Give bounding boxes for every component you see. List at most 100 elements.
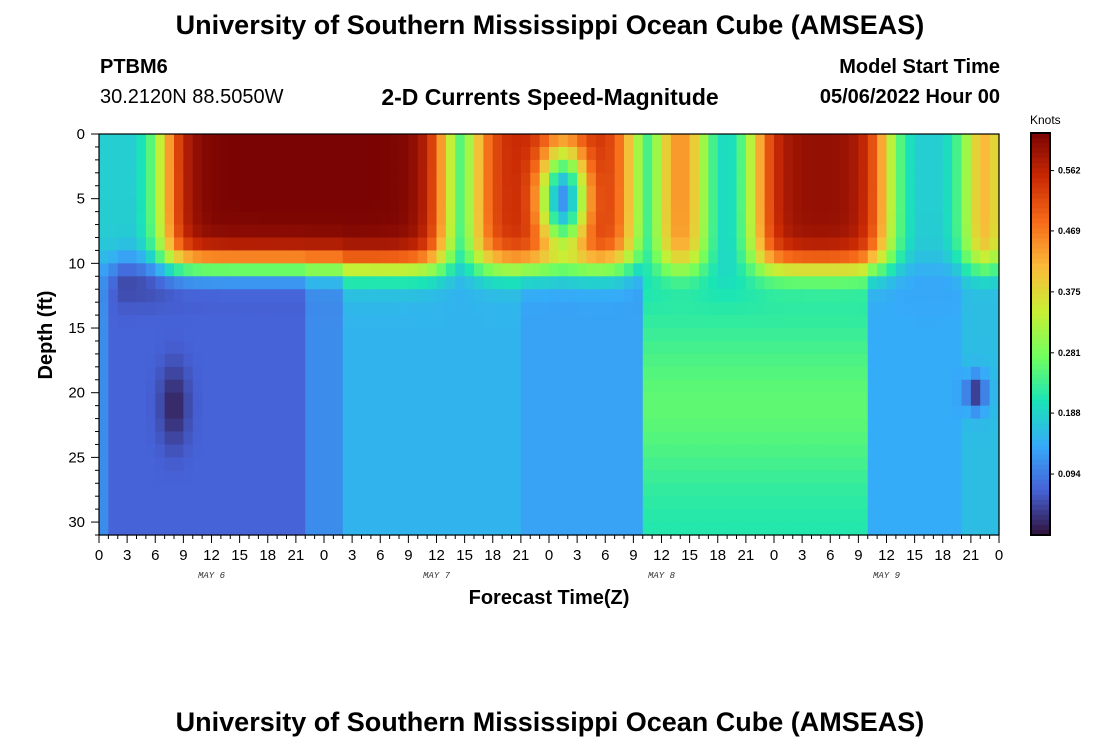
heatmap-cell <box>164 159 175 174</box>
heatmap-cell <box>802 470 813 484</box>
heatmap-cell <box>567 522 578 536</box>
heatmap-cell <box>277 470 288 484</box>
heatmap-cell <box>586 444 597 458</box>
heatmap-cell <box>680 483 691 497</box>
heatmap-cell <box>811 134 822 148</box>
heatmap-cell <box>492 379 503 394</box>
heatmap-cell <box>286 263 297 277</box>
heatmap-cell <box>736 185 747 200</box>
heatmap-cell <box>539 496 550 510</box>
heatmap-cell <box>314 418 325 433</box>
heatmap-cell <box>483 392 494 407</box>
heatmap-cell <box>980 237 991 252</box>
heatmap-cell <box>670 224 681 239</box>
heatmap-cell <box>436 185 447 200</box>
heatmap-cell <box>895 392 906 407</box>
heatmap-cell <box>333 263 344 277</box>
heatmap-cell <box>605 289 616 303</box>
colorbar-segment <box>1031 203 1050 209</box>
heatmap-cell <box>352 496 363 510</box>
colorbar-segment <box>1031 168 1050 174</box>
heatmap-cell <box>858 431 869 446</box>
heatmap-cell <box>792 211 803 226</box>
heatmap-cell <box>192 185 203 200</box>
colorbar-tick-label: 0.562 <box>1058 166 1081 176</box>
heatmap-cell <box>220 470 231 484</box>
heatmap-cell <box>286 457 297 471</box>
heatmap-cell <box>99 302 109 316</box>
heatmap-cell <box>511 159 522 174</box>
heatmap-cell <box>267 353 278 368</box>
heatmap-cell <box>980 379 991 394</box>
heatmap-cell <box>802 146 813 161</box>
heatmap-cell <box>849 392 859 407</box>
heatmap-cell <box>849 328 859 342</box>
heatmap-cell <box>502 276 513 290</box>
heatmap-cell <box>399 431 409 446</box>
heatmap-cell <box>680 328 691 342</box>
heatmap-cell <box>633 457 644 471</box>
heatmap-cell <box>670 289 681 303</box>
heatmap-cell <box>577 353 588 368</box>
heatmap-cell <box>427 134 438 148</box>
heatmap-cell <box>595 159 606 174</box>
heatmap-cell <box>286 496 297 510</box>
colorbar-segment <box>1031 233 1050 240</box>
heatmap-cell <box>642 146 653 161</box>
heatmap-cell <box>699 470 709 484</box>
heatmap-cell <box>108 340 119 355</box>
heatmap-cell <box>108 263 119 277</box>
heatmap-cell <box>220 237 231 252</box>
heatmap-cell <box>717 457 728 471</box>
heatmap-cell <box>464 340 475 355</box>
heatmap-cell <box>802 289 813 303</box>
heatmap-cell <box>192 237 203 252</box>
heatmap-cell <box>642 496 653 510</box>
heatmap-cell <box>464 224 475 239</box>
heatmap-cell <box>108 496 119 510</box>
heatmap-cell <box>942 185 953 200</box>
heatmap-cell <box>595 146 606 161</box>
heatmap-cell <box>324 211 334 226</box>
heatmap-cell <box>952 211 963 226</box>
heatmap-cell <box>286 353 297 368</box>
heatmap-cell <box>436 302 447 316</box>
heatmap-cell <box>708 289 719 303</box>
heatmap-cell <box>258 224 269 239</box>
heatmap-cell <box>811 237 822 252</box>
heatmap-cell <box>286 328 297 342</box>
heatmap-cell <box>980 444 991 458</box>
heatmap-cell <box>314 250 325 264</box>
heatmap-cell <box>820 276 831 290</box>
heatmap-cell <box>361 483 372 497</box>
heatmap-cell <box>249 328 259 342</box>
heatmap-cell <box>314 159 325 174</box>
heatmap-cell <box>624 211 634 226</box>
heatmap-cell <box>577 276 588 290</box>
heatmap-cell <box>614 457 625 471</box>
heatmap-cell <box>277 159 288 174</box>
heatmap-cell <box>230 405 241 420</box>
heatmap-cell <box>455 237 466 252</box>
heatmap-cell <box>549 237 559 252</box>
heatmap-cell <box>445 159 456 174</box>
heatmap-cell <box>605 431 616 446</box>
heatmap-cell <box>202 134 213 148</box>
heatmap-cell <box>820 457 831 471</box>
heatmap-cell <box>849 457 859 471</box>
heatmap-cell <box>136 237 147 252</box>
heatmap-cell <box>539 522 550 536</box>
heatmap-cell <box>624 198 634 213</box>
heatmap-cell <box>155 134 166 148</box>
heatmap-cell <box>708 483 719 497</box>
heatmap-cell <box>877 302 888 316</box>
heatmap-cell <box>614 379 625 394</box>
heatmap-cell <box>192 340 203 355</box>
heatmap-cell <box>858 250 869 264</box>
heatmap-cell <box>774 405 784 420</box>
heatmap-cell <box>455 392 466 407</box>
heatmap-cell <box>661 263 672 277</box>
heatmap-cell <box>492 315 503 329</box>
heatmap-cell <box>567 340 578 355</box>
heatmap-cell <box>605 250 616 264</box>
